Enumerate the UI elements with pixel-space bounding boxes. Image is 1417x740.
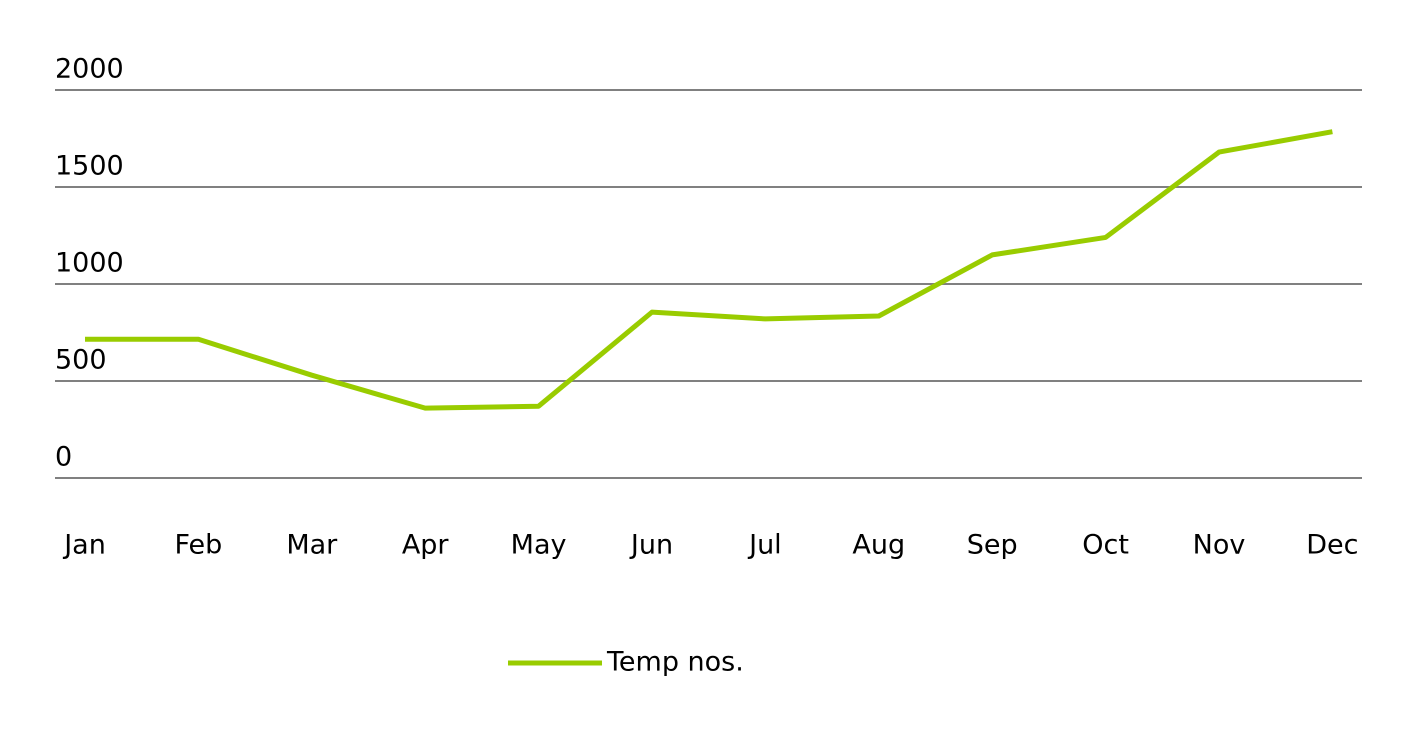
x-tick-label: Sep [967,530,1018,561]
data-line [85,129,1333,411]
x-tick-label: Dec [1306,530,1358,561]
y-tick-label: 1000 [55,248,124,279]
x-tick-label: Mar [286,530,338,561]
x-tick-label: Oct [1082,530,1129,561]
x-tick-label: Jul [747,530,782,561]
x-tick-label: Feb [174,530,222,561]
x-tick-label: Jun [629,530,673,561]
x-tick-label: Jan [62,530,106,561]
y-tick-label: 2000 [55,54,124,85]
x-tick-label: Aug [852,530,905,561]
y-tick-label: 0 [55,442,72,473]
y-tick-label: 1500 [55,151,124,182]
x-tick-label: Apr [402,530,450,561]
x-tick-label: Nov [1193,530,1246,561]
y-tick-label: 500 [55,345,107,376]
legend-label: Temp nos. [606,647,744,678]
x-tick-label: May [511,530,567,561]
